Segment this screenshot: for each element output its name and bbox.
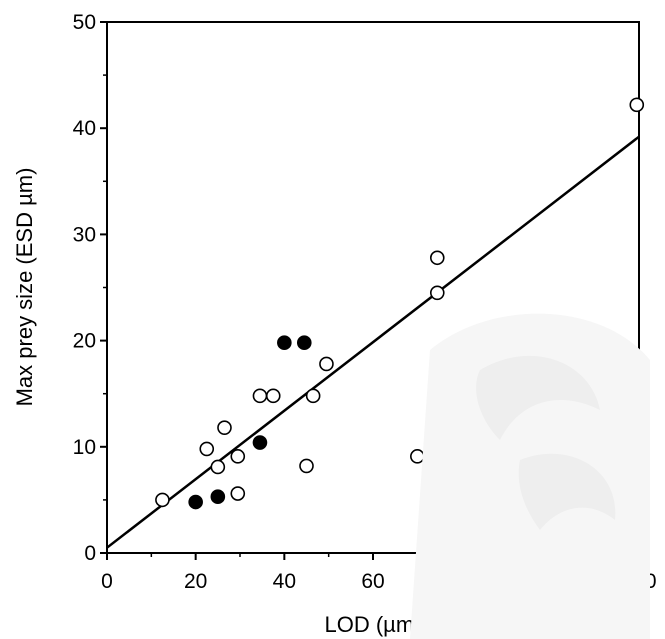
- x-tick-label: 100: [533, 570, 568, 593]
- open-data-point: [230, 449, 246, 464]
- data-points: [155, 97, 645, 510]
- filled-data-point: [277, 335, 292, 351]
- y-tick-labels: 0 10 20 30 40 50: [73, 11, 96, 565]
- axis-ticks: [100, 21, 640, 560]
- open-data-point: [265, 388, 281, 404]
- x-tick-labels: 0 20 40 60 80 100 120: [101, 570, 656, 593]
- y-tick-label: 30: [73, 223, 96, 246]
- x-tick-label: 120: [621, 570, 656, 593]
- filled-data-point: [296, 335, 312, 351]
- open-data-point: [252, 388, 268, 404]
- fit-line: [106, 135, 640, 549]
- plot-frame: [106, 21, 640, 554]
- open-data-point: [410, 449, 425, 464]
- y-tick-label: 50: [73, 11, 96, 34]
- x-tick-label: 80: [450, 570, 473, 593]
- x-tick-label: 60: [361, 570, 384, 593]
- open-data-point: [230, 486, 246, 501]
- open-data-point: [305, 388, 321, 404]
- y-tick-label: 40: [73, 117, 96, 140]
- fit-line-group: [106, 135, 640, 549]
- y-tick-label: 0: [84, 542, 96, 565]
- open-data-point: [629, 97, 645, 113]
- x-axis-title: LOD (µm): [324, 612, 421, 637]
- x-tick-label: 20: [184, 570, 207, 593]
- y-axis-title: Max prey size (ESD µm): [12, 168, 37, 407]
- open-data-point: [319, 356, 334, 372]
- open-data-point: [429, 250, 445, 266]
- x-tick-label: 40: [273, 570, 296, 593]
- open-data-point: [217, 420, 232, 435]
- filled-data-point: [252, 435, 268, 450]
- y-tick-label: 20: [73, 330, 96, 353]
- open-data-point: [210, 459, 226, 475]
- open-data-point: [155, 492, 170, 508]
- x-tick-label: 0: [101, 570, 113, 593]
- filled-data-point: [210, 489, 226, 505]
- open-data-point: [299, 458, 314, 474]
- open-data-point: [429, 285, 445, 301]
- y-tick-label: 10: [73, 436, 96, 459]
- open-data-point: [199, 441, 215, 457]
- filled-data-point: [188, 494, 203, 510]
